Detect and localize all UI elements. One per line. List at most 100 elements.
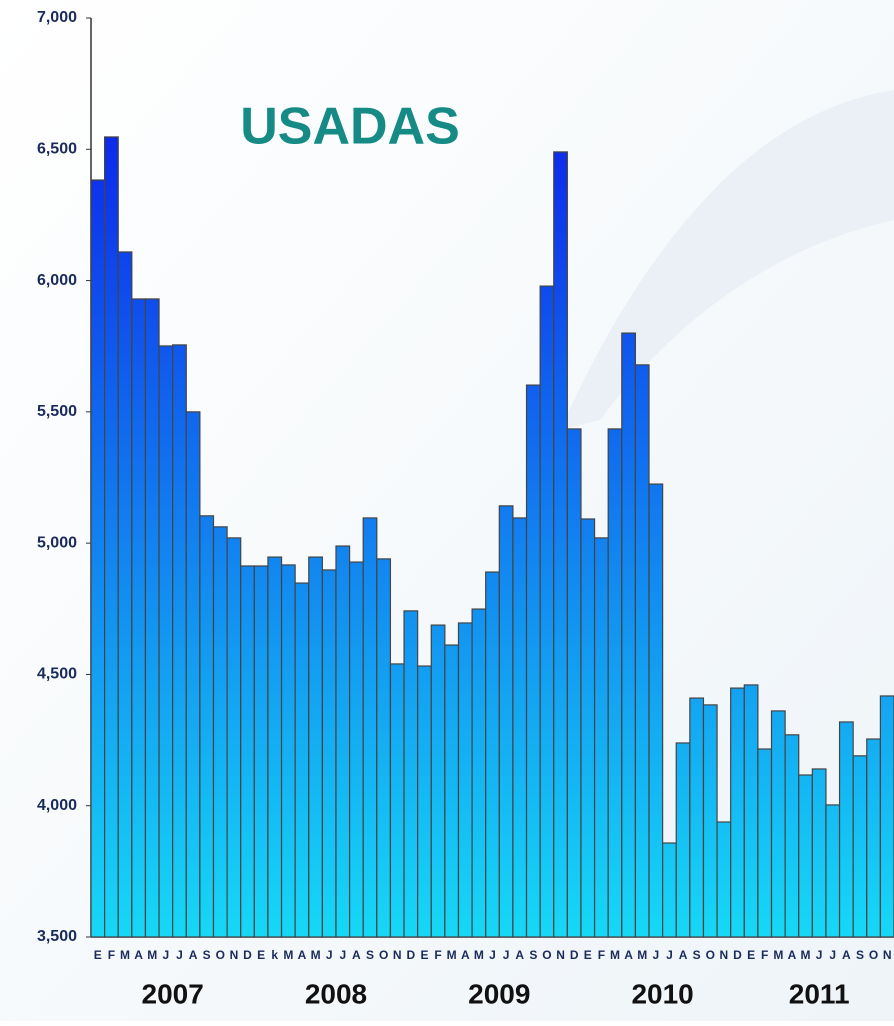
x-tick-label: J xyxy=(163,948,170,962)
bar xyxy=(253,565,269,938)
x-tick-label: S xyxy=(203,948,211,962)
y-tick-label: 5,500 xyxy=(37,403,77,420)
chart-title: USADAS xyxy=(240,98,460,156)
bar xyxy=(743,684,759,938)
y-tick-label: 7,000 xyxy=(37,9,77,26)
bar xyxy=(185,411,201,938)
bar xyxy=(389,663,405,938)
x-tick-label: D xyxy=(733,948,742,962)
bar xyxy=(866,738,881,938)
x-tick-label: A xyxy=(679,948,688,962)
year-label: 2009 xyxy=(468,978,530,1009)
bar xyxy=(321,569,337,938)
x-tick-label: N xyxy=(393,948,402,962)
x-tick-label: F xyxy=(598,948,605,962)
bar xyxy=(335,545,351,938)
bar xyxy=(702,704,718,938)
bar xyxy=(267,556,283,938)
x-tick-label: J xyxy=(829,948,836,962)
x-tick-label: A xyxy=(842,948,851,962)
x-tick-label: D xyxy=(243,948,252,962)
x-tick-label: M xyxy=(474,948,484,962)
bar xyxy=(226,537,242,938)
bar xyxy=(376,558,392,938)
x-tick-label: S xyxy=(366,948,374,962)
x-tick-label: N xyxy=(230,948,239,962)
bar xyxy=(308,556,323,938)
x-tick-label: J xyxy=(652,948,659,962)
x-tick-label: O xyxy=(379,948,388,962)
x-tick-label: M xyxy=(283,948,293,962)
x-tick-label: A xyxy=(461,948,470,962)
bar xyxy=(417,665,432,938)
bar xyxy=(811,768,827,938)
bar xyxy=(471,608,487,938)
bar xyxy=(757,748,773,938)
bar xyxy=(158,345,174,938)
x-tick-label: A xyxy=(189,948,198,962)
x-tick-label: N xyxy=(556,948,565,962)
bar xyxy=(580,518,596,938)
bar xyxy=(689,697,705,938)
x-tick-label: J xyxy=(176,948,183,962)
bar xyxy=(212,526,228,938)
bar xyxy=(716,821,732,938)
bar xyxy=(294,582,310,938)
y-tick-label: 4,000 xyxy=(37,797,77,814)
x-tick-label: M xyxy=(447,948,457,962)
x-tick-label: E xyxy=(94,948,102,962)
bar xyxy=(403,610,419,938)
x-tick-label: E xyxy=(747,948,755,962)
x-tick-label: A xyxy=(624,948,633,962)
bar xyxy=(444,644,460,938)
bar xyxy=(362,517,378,938)
bar xyxy=(525,384,541,938)
x-tick-label: O xyxy=(869,948,878,962)
bar xyxy=(348,561,364,938)
bar xyxy=(104,136,119,938)
x-tick-label: J xyxy=(666,948,673,962)
bar xyxy=(838,721,854,938)
x-tick-label: A xyxy=(298,948,307,962)
x-tick-label: F xyxy=(434,948,441,962)
x-tick-label: M xyxy=(120,948,130,962)
x-tick-label: M xyxy=(147,948,157,962)
x-tick-label: M xyxy=(610,948,620,962)
background-swoosh xyxy=(560,90,894,430)
x-tick-label: A xyxy=(515,948,524,962)
y-tick-label: 4,500 xyxy=(37,666,77,683)
x-tick-label: S xyxy=(529,948,537,962)
bar xyxy=(825,804,841,938)
x-tick-label: O xyxy=(706,948,715,962)
x-tick-label: M xyxy=(773,948,783,962)
x-tick-label: A xyxy=(788,948,797,962)
x-tick-label: A xyxy=(134,948,143,962)
year-label: 2007 xyxy=(142,978,204,1009)
year-label: 2008 xyxy=(305,978,367,1009)
bar xyxy=(117,251,133,938)
bar xyxy=(457,622,473,938)
bar xyxy=(566,428,582,938)
x-tick-label: S xyxy=(693,948,701,962)
x-tick-label: O xyxy=(542,948,551,962)
bar xyxy=(593,537,609,938)
x-tick-label: D xyxy=(407,948,416,962)
y-tick-label: 6,000 xyxy=(37,272,77,289)
bar xyxy=(634,364,650,938)
y-tick-label: 5,000 xyxy=(37,534,77,551)
x-tick-label: J xyxy=(326,948,333,962)
x-tick-label: N xyxy=(883,948,892,962)
x-tick-label: J xyxy=(339,948,346,962)
bar xyxy=(662,842,677,938)
bar xyxy=(512,517,528,938)
x-tick-label: J xyxy=(503,948,510,962)
y-tick-label: 3,500 xyxy=(37,928,77,945)
bar xyxy=(498,505,514,938)
x-tick-label: S xyxy=(856,948,864,962)
x-tick-label: A xyxy=(352,948,361,962)
bar xyxy=(280,564,296,938)
bar xyxy=(607,428,623,938)
bar xyxy=(199,515,215,938)
bar xyxy=(144,298,160,938)
x-tick-label: E xyxy=(420,948,428,962)
